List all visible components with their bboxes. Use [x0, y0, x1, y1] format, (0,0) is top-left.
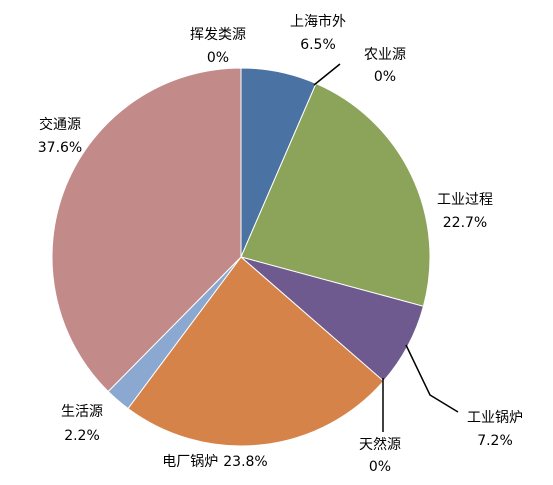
- slice-value: 6.5%: [300, 37, 336, 53]
- leader-lines: [313, 63, 459, 432]
- slice-name: 电厂锅炉: [162, 454, 218, 470]
- slice-name: 农业源: [364, 47, 406, 63]
- slice-name: 工业锅炉: [467, 410, 523, 426]
- pie-slice: [127, 256, 385, 447]
- slice-value: 37.6%: [38, 140, 82, 156]
- slice-name: 挥发类源: [190, 27, 246, 43]
- leader-line: [405, 344, 459, 413]
- slice-name: 上海市外: [290, 13, 346, 30]
- slice-value: 23.8%: [223, 454, 267, 470]
- leader-line: [313, 63, 341, 86]
- pie-slice: [51, 67, 242, 393]
- slice-value: 7.2%: [477, 433, 513, 449]
- slice-value: 22.7%: [443, 215, 487, 231]
- slice-name: 工业过程: [437, 192, 493, 208]
- slice-value: 0%: [369, 459, 391, 475]
- pie-slice: [240, 82, 431, 307]
- pie: [51, 67, 431, 447]
- slice-label: 电厂锅炉 23.8%: [162, 454, 267, 470]
- slice-name: 生活源: [61, 404, 103, 420]
- slice-name: 交通源: [39, 116, 81, 133]
- slice-value: 0%: [374, 69, 396, 85]
- slice-name: 天然源: [359, 436, 401, 453]
- slice-value: 2.2%: [64, 428, 100, 444]
- slice-value: 0%: [207, 50, 229, 66]
